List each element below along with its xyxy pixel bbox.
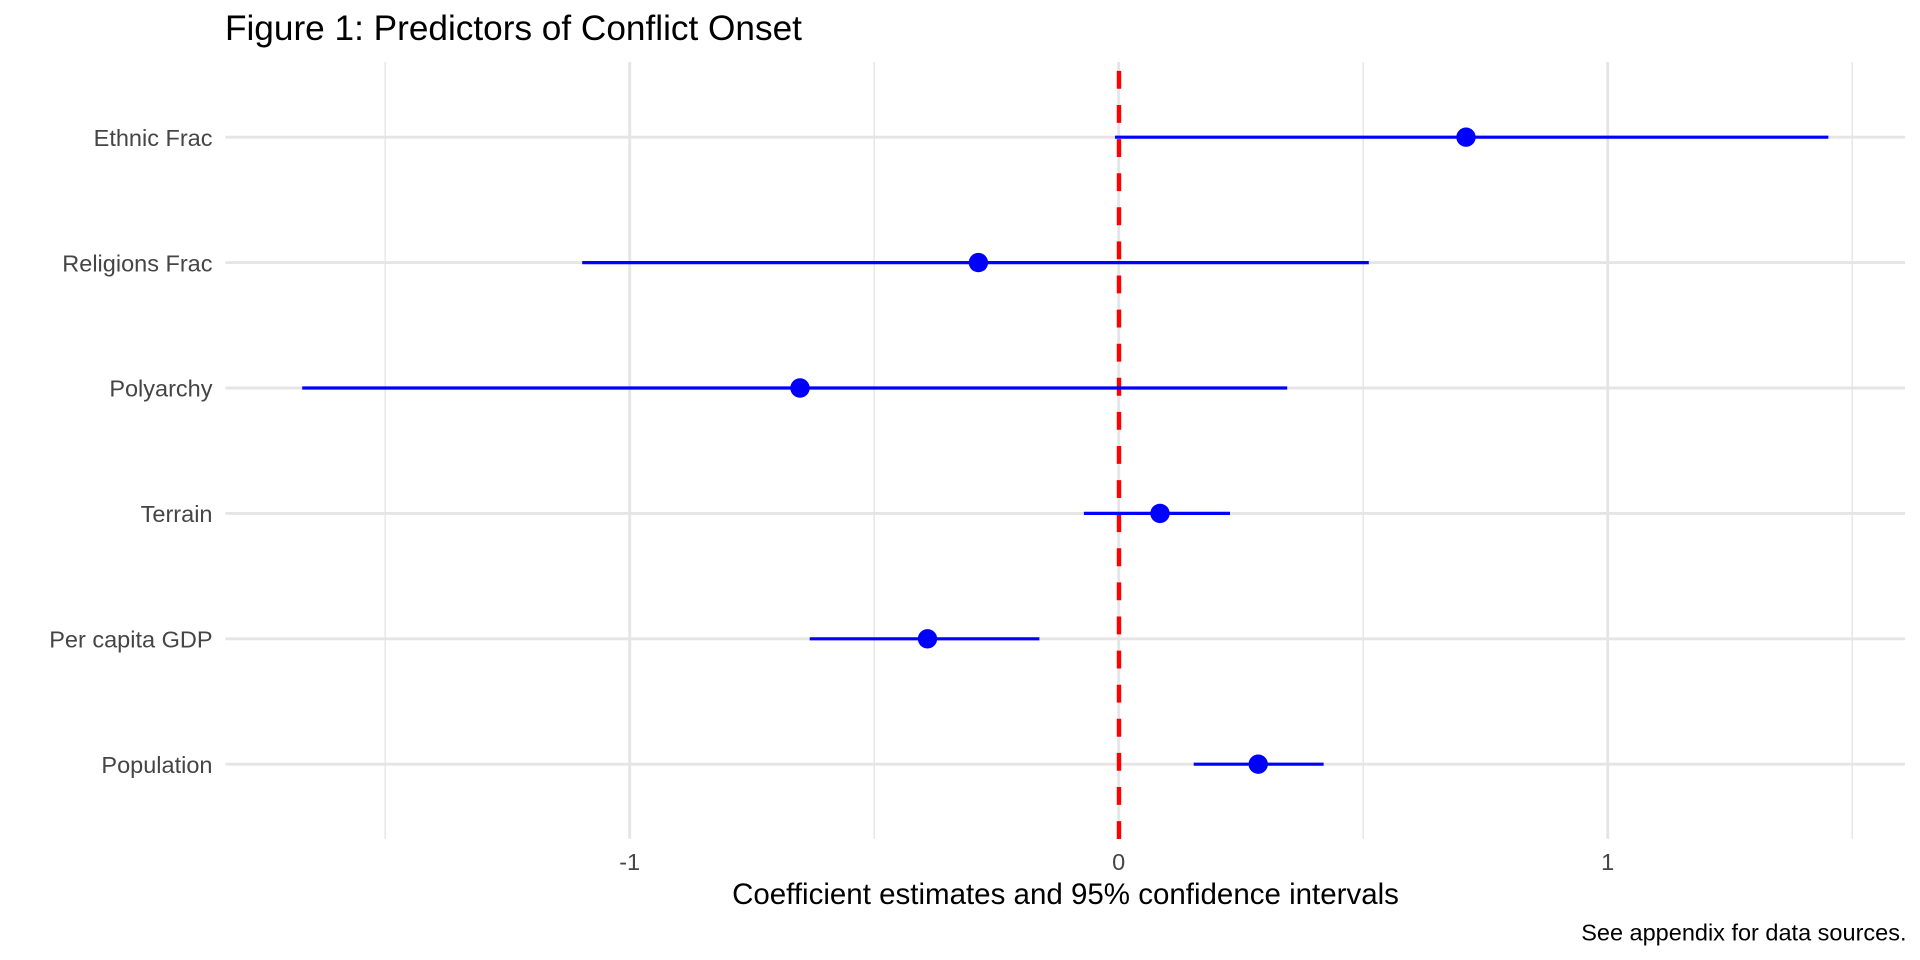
svg-text:Per capita GDP: Per capita GDP <box>49 627 212 653</box>
svg-text:Figure 1: Predictors of Confli: Figure 1: Predictors of Conflict Onset <box>225 9 802 48</box>
svg-text:0: 0 <box>1112 849 1125 875</box>
svg-text:Terrain: Terrain <box>141 501 213 527</box>
svg-text:1: 1 <box>1601 849 1614 875</box>
svg-text:Coefficient estimates and 95%: Coefficient estimates and 95% confidence… <box>732 878 1399 911</box>
svg-text:See appendix for data sources.: See appendix for data sources. <box>1581 920 1906 946</box>
svg-text:Population: Population <box>101 752 212 778</box>
svg-text:Religions Frac: Religions Frac <box>62 250 212 276</box>
svg-text:Ethnic Frac: Ethnic Frac <box>94 125 213 151</box>
svg-text:Polyarchy: Polyarchy <box>109 376 212 402</box>
svg-text:-1: -1 <box>619 849 640 875</box>
